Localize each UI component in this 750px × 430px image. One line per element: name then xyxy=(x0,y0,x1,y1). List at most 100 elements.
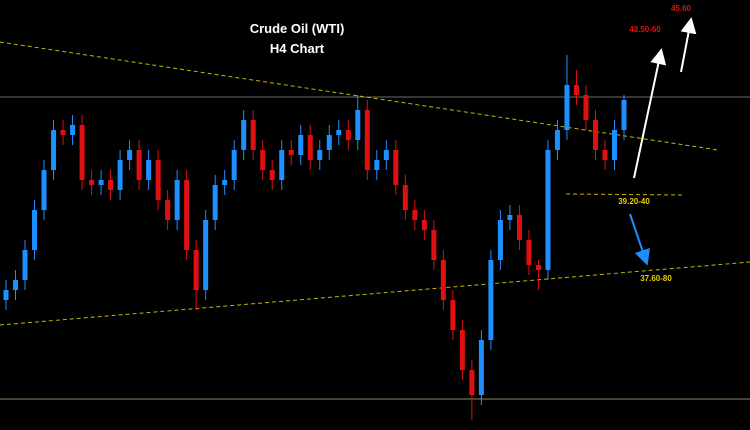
candle xyxy=(250,110,256,160)
candle xyxy=(222,170,228,195)
candle-body xyxy=(203,220,209,290)
candle-body xyxy=(60,130,66,135)
chart-subtitle: H4 Chart xyxy=(270,41,325,56)
candle-body xyxy=(383,150,389,160)
candle xyxy=(165,190,171,230)
candle-body xyxy=(279,150,285,180)
candle-body xyxy=(526,240,532,265)
candle-body xyxy=(421,220,427,230)
annotation: 43.50-60 xyxy=(629,25,661,34)
candle-body xyxy=(165,200,171,220)
candle xyxy=(611,120,617,170)
annotation: 39.20-40 xyxy=(618,197,650,206)
candle-body xyxy=(41,170,47,210)
candle-body xyxy=(412,210,418,220)
candle-body xyxy=(307,135,313,160)
candle xyxy=(184,170,190,260)
candle xyxy=(583,85,589,130)
candle xyxy=(79,115,85,190)
candle-body xyxy=(345,130,351,140)
candle-body xyxy=(222,180,228,185)
arrow xyxy=(633,48,667,179)
candle xyxy=(497,210,503,270)
annotation: 37.60-80 xyxy=(640,274,672,283)
candle xyxy=(364,100,370,180)
chart-title: Crude Oil (WTI) xyxy=(250,21,345,36)
candle xyxy=(193,240,199,310)
candle xyxy=(22,240,28,290)
candle-body xyxy=(193,250,199,290)
candle xyxy=(526,230,532,275)
candle xyxy=(70,115,76,145)
candle xyxy=(393,140,399,195)
candle xyxy=(51,120,57,180)
candle-body xyxy=(497,220,503,260)
candle xyxy=(41,160,47,220)
candle xyxy=(155,150,161,210)
candle xyxy=(621,95,627,140)
candle xyxy=(298,125,304,165)
candle-body xyxy=(459,330,465,370)
candle xyxy=(431,220,437,270)
candle-body xyxy=(155,160,161,200)
candle-body xyxy=(288,150,294,155)
candle-body xyxy=(402,185,408,210)
candle xyxy=(507,205,513,230)
candle-body xyxy=(336,130,342,135)
candle-body xyxy=(79,125,85,180)
candle-body xyxy=(250,120,256,150)
candle xyxy=(554,120,560,160)
candle-body xyxy=(355,110,361,140)
candle xyxy=(260,140,266,180)
candle xyxy=(573,70,579,105)
candle-body xyxy=(184,180,190,250)
candle xyxy=(307,125,313,170)
candle-body xyxy=(488,260,494,340)
candle-body xyxy=(440,260,446,300)
candle xyxy=(89,170,95,195)
candle xyxy=(374,150,380,180)
candle-body xyxy=(450,300,456,330)
candle-body xyxy=(478,340,484,395)
candle xyxy=(117,150,123,200)
candle-body xyxy=(545,150,551,270)
candle-body xyxy=(535,265,541,270)
target-line xyxy=(565,193,685,196)
candle-body xyxy=(554,130,560,150)
candle xyxy=(3,280,9,310)
candle-body xyxy=(374,160,380,170)
candle-body xyxy=(592,120,598,150)
candle-body xyxy=(127,150,133,160)
candle xyxy=(459,320,465,380)
candle-body xyxy=(602,150,608,160)
candle-body xyxy=(98,180,104,185)
candle-body xyxy=(326,135,332,150)
candle-body xyxy=(269,170,275,180)
candle-body xyxy=(13,280,19,290)
candle-body xyxy=(212,185,218,220)
candle-body xyxy=(146,160,152,180)
candle-body xyxy=(70,125,76,135)
candle xyxy=(421,210,427,240)
candle xyxy=(326,125,332,160)
candle xyxy=(516,205,522,250)
candle-body xyxy=(174,180,180,220)
candle xyxy=(108,170,114,200)
candle-body xyxy=(516,215,522,240)
candle xyxy=(478,330,484,405)
trend-line xyxy=(0,41,719,151)
candle xyxy=(402,175,408,220)
candle xyxy=(174,170,180,230)
candle xyxy=(13,270,19,300)
arrow xyxy=(629,213,650,266)
candle-body xyxy=(431,230,437,260)
candle xyxy=(336,120,342,145)
candle-body xyxy=(621,100,627,130)
annotation: 45.60 xyxy=(671,4,692,13)
candle xyxy=(469,360,475,420)
candle-body xyxy=(260,150,266,170)
candle xyxy=(488,250,494,350)
candle xyxy=(345,120,351,150)
